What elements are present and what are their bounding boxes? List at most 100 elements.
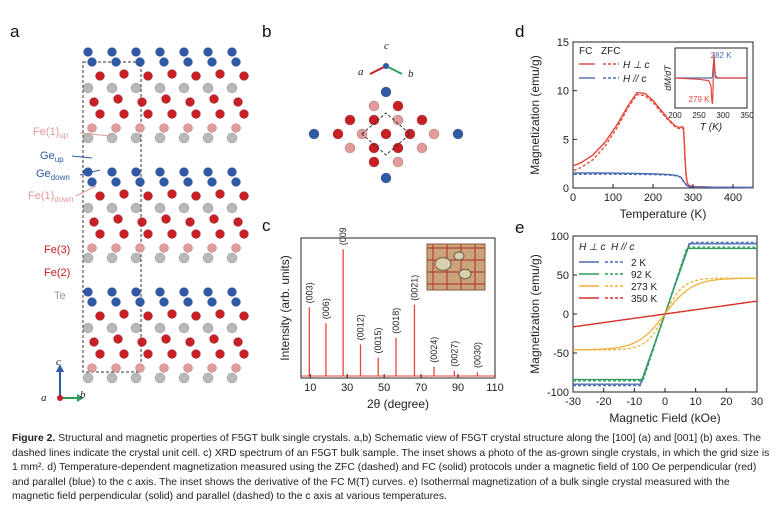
atom-fe: [143, 229, 153, 239]
atom-fe: [137, 97, 147, 107]
label-pointer: [71, 155, 93, 159]
y-tick-label: 5: [563, 134, 569, 146]
atom-fe: [119, 309, 129, 319]
atom-fe: [215, 349, 225, 359]
atom-fe1: [231, 243, 241, 253]
atom-fe: [167, 309, 177, 319]
atom-fe: [392, 100, 404, 112]
atom-te: [82, 322, 94, 334]
atom-ge: [207, 57, 217, 67]
atom-ge: [131, 47, 141, 57]
atom-fe: [95, 109, 105, 119]
atom-te: [178, 252, 190, 264]
atom-ge: [231, 177, 241, 187]
atom-te: [226, 322, 238, 334]
atom-te: [226, 202, 238, 214]
atom-fe1: [159, 243, 169, 253]
legend-temp-label: 92 K: [631, 270, 652, 281]
x-axis-label: Magnetic Field (kOe): [609, 411, 720, 424]
unit-cell-diamond: [361, 112, 411, 156]
atom-fe1: [207, 243, 217, 253]
atom-ge: [135, 297, 145, 307]
atom-fe: [119, 349, 129, 359]
atom-te: [106, 322, 118, 334]
legend-perp: H ⊥ c: [579, 242, 606, 253]
atom-ge: [155, 47, 165, 57]
atom-fe1: [183, 123, 193, 133]
y-tick-label: 100: [551, 231, 569, 243]
inset-series-red: [674, 52, 747, 105]
atom-fe1: [135, 123, 145, 133]
y-axis-label: Magnetization (emu/g): [528, 254, 542, 373]
atom-ge: [87, 297, 97, 307]
atom-ge: [107, 47, 117, 57]
legend-perp-label: H ⊥ c: [623, 60, 650, 71]
atom-te: [226, 252, 238, 264]
atom-fe: [215, 189, 225, 199]
atom-fe: [95, 191, 105, 201]
atom-fe: [191, 229, 201, 239]
atom-ge: [179, 167, 189, 177]
mh-curve-92k-par: [573, 246, 757, 382]
atom-ge: [207, 297, 217, 307]
atom-fe: [239, 109, 249, 119]
atom-te: [202, 82, 214, 94]
atom-fe: [239, 349, 249, 359]
peak-label: (0027): [449, 341, 459, 367]
atom-fe: [416, 114, 428, 126]
atom-fe1: [135, 243, 145, 253]
atom-ge: [111, 57, 121, 67]
x-tick-label: 200: [644, 192, 662, 204]
atom-fe: [95, 349, 105, 359]
peak-label: (0024): [429, 337, 439, 363]
atom-fe1: [428, 128, 440, 140]
atom-te: [202, 322, 214, 334]
atom-fe: [209, 334, 219, 344]
atom-te: [130, 322, 142, 334]
label-pointer: [79, 132, 111, 137]
label-ge-up: Geup: [40, 150, 64, 165]
axis-c-label-a: c: [56, 356, 61, 368]
unit-cell-box: [82, 61, 142, 373]
atom-fe: [89, 337, 99, 347]
atom-fe: [161, 94, 171, 104]
atom-te: [130, 252, 142, 264]
atom-ge: [227, 287, 237, 297]
panel-d-letter: d: [515, 22, 525, 41]
atom-fe: [119, 189, 129, 199]
atom-fe: [143, 191, 153, 201]
atom-te: [130, 132, 142, 144]
atom-te: [178, 202, 190, 214]
peak-label: (003): [304, 282, 314, 303]
inset-annotation-279k: 279 K: [689, 95, 711, 104]
peak-label: (0018): [391, 308, 401, 334]
atom-fe1: [392, 114, 404, 126]
atom-te: [226, 82, 238, 94]
legend-temp-label: 273 K: [631, 282, 657, 293]
atom-ge: [207, 177, 217, 187]
axis-a-label-a: a: [41, 392, 47, 404]
peak-label: (0021): [409, 275, 419, 301]
atom-fe: [113, 94, 123, 104]
atom-ge: [179, 287, 189, 297]
atom-te: [178, 132, 190, 144]
atom-fe: [332, 128, 344, 140]
axis-c-label-b: c: [384, 40, 389, 52]
atom-ge: [131, 167, 141, 177]
atom-ge: [227, 167, 237, 177]
atom-fe: [185, 97, 195, 107]
magnetization-vs-temperature-chart: 0 100 200 300 400 0 5 10 15 Temperature (K) Magnet…: [528, 37, 754, 221]
atom-fe: [119, 229, 129, 239]
atom-te: [178, 322, 190, 334]
panel-a-letter: a: [10, 22, 20, 41]
crystal-structure-side-view: [56, 47, 249, 402]
atom-fe: [239, 191, 249, 201]
atom-fe: [191, 311, 201, 321]
atom-te: [202, 132, 214, 144]
label-te: Te: [54, 290, 66, 302]
x-tick-label: 30: [341, 382, 353, 394]
xrd-chart: (003) (006) (009) (0012) (0015) (0018) (0021) (…: [278, 228, 504, 411]
atom-ge: [159, 57, 169, 67]
inset-x-tick-label: 300: [716, 111, 730, 120]
atom-te: [226, 132, 238, 144]
